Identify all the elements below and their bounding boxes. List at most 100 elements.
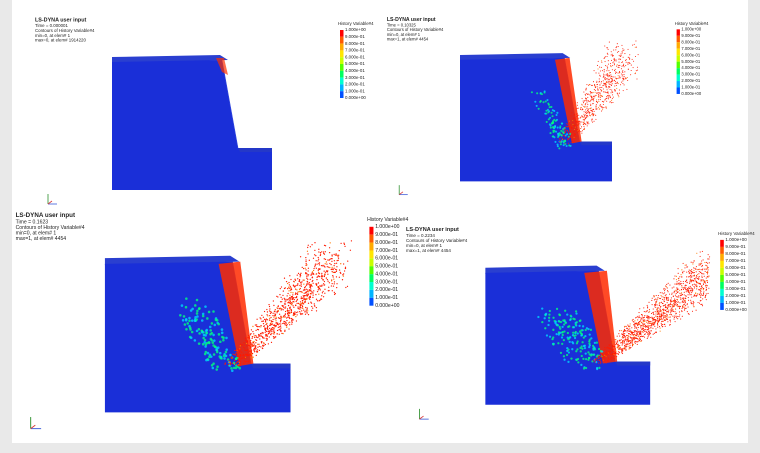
debris-particle xyxy=(260,346,262,348)
debris-particle xyxy=(611,90,613,92)
debris-particle xyxy=(581,109,583,111)
debris-particle xyxy=(655,303,657,305)
debris-particle xyxy=(705,284,707,286)
debris-particle xyxy=(283,320,285,322)
debris-particle xyxy=(609,81,611,83)
debris-particle xyxy=(697,269,699,271)
debris-particle xyxy=(663,316,665,318)
damage-spot xyxy=(567,360,570,363)
debris-particle xyxy=(637,338,639,340)
debris-particle xyxy=(687,289,689,291)
debris-particle xyxy=(305,263,307,265)
damage-spot xyxy=(555,333,558,336)
debris-particle xyxy=(597,106,599,108)
debris-particle xyxy=(636,323,639,325)
damage-spot xyxy=(561,122,564,125)
debris-particle xyxy=(610,92,612,94)
damage-spot xyxy=(195,298,199,302)
debris-particle xyxy=(315,273,318,275)
debris-particle xyxy=(315,310,318,312)
damage-spot xyxy=(232,361,236,365)
debris-particle xyxy=(621,65,623,67)
debris-particle xyxy=(282,294,284,296)
debris-particle xyxy=(599,356,602,358)
debris-particle xyxy=(585,97,587,100)
debris-particle xyxy=(707,258,709,260)
debris-particle xyxy=(696,280,698,282)
debris-particle xyxy=(598,92,600,94)
debris-particle xyxy=(304,267,306,269)
debris-particle xyxy=(660,305,662,308)
damage-spot xyxy=(595,366,599,370)
debris-particle xyxy=(626,331,628,333)
debris-particle xyxy=(655,298,657,300)
debris-particle xyxy=(647,326,649,328)
debris-particle xyxy=(683,300,685,302)
debris-particle xyxy=(630,340,632,342)
debris-particle xyxy=(278,313,281,315)
debris-particle xyxy=(634,73,636,75)
damage-spot xyxy=(588,342,591,345)
debris-particle xyxy=(270,323,273,326)
debris-particle xyxy=(231,357,234,359)
debris-particle xyxy=(297,311,299,313)
debris-particle xyxy=(702,268,704,270)
debris-particle xyxy=(676,304,679,306)
debris-particle xyxy=(616,43,618,45)
debris-particle xyxy=(625,339,627,341)
debris-particle xyxy=(607,63,610,65)
debris-particle xyxy=(678,311,681,313)
debris-particle xyxy=(265,318,268,320)
debris-particle xyxy=(667,290,669,292)
debris-particle xyxy=(299,301,302,303)
debris-particle xyxy=(637,341,639,343)
debris-particle xyxy=(289,321,291,323)
debris-particle xyxy=(296,295,298,298)
debris-particle xyxy=(612,65,614,67)
debris-particle xyxy=(648,318,650,320)
debris-particle xyxy=(266,314,268,316)
debris-particle xyxy=(606,52,608,54)
damage-spot xyxy=(190,319,194,322)
legend-swatch xyxy=(369,266,374,275)
debris-particle xyxy=(703,282,705,284)
debris-particle xyxy=(295,311,297,314)
debris-particle xyxy=(306,280,308,283)
debris-particle xyxy=(599,104,601,106)
debris-particle xyxy=(325,261,328,263)
debris-particle xyxy=(636,332,638,334)
debris-particle xyxy=(680,283,682,285)
debris-particle xyxy=(656,310,658,312)
debris-particle xyxy=(650,325,652,327)
debris-particle xyxy=(598,72,600,74)
debris-particle xyxy=(286,308,289,310)
debris-particle xyxy=(275,317,277,320)
debris-particle xyxy=(584,118,587,120)
debris-particle xyxy=(611,78,613,80)
debris-particle xyxy=(707,262,709,264)
debris-particle xyxy=(597,357,599,360)
damage-spot xyxy=(549,126,552,129)
debris-particle xyxy=(664,316,666,318)
debris-particle xyxy=(642,327,644,330)
debris-particle xyxy=(652,322,654,324)
debris-particle xyxy=(673,292,675,294)
debris-particle xyxy=(690,294,692,296)
debris-particle xyxy=(336,254,338,256)
debris-particle xyxy=(266,319,269,321)
debris-particle xyxy=(276,310,278,313)
damage-spot xyxy=(215,368,219,371)
debris-particle xyxy=(301,303,303,305)
debris-particle xyxy=(663,315,665,317)
debris-particle xyxy=(284,299,286,301)
debris-particle xyxy=(605,353,608,355)
debris-particle xyxy=(340,272,342,274)
debris-particle xyxy=(255,339,257,341)
debris-particle xyxy=(666,313,668,315)
debris-particle xyxy=(277,326,279,329)
debris-particle xyxy=(273,324,276,327)
debris-particle xyxy=(608,347,610,349)
legend-label: 7.000e-01 xyxy=(375,248,398,254)
debris-particle xyxy=(244,339,247,341)
debris-particle xyxy=(289,294,291,296)
